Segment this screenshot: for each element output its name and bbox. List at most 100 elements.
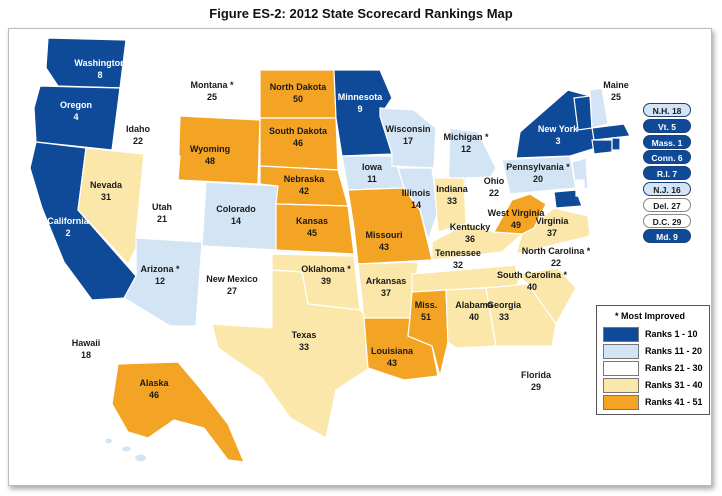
state-rank-oklahoma: 39 (321, 276, 331, 286)
state-rank-louisiana: 43 (387, 358, 397, 368)
state-new-hampshire (589, 87, 609, 129)
state-rank-washington: 8 (97, 70, 102, 80)
state-rank-colorado: 14 (231, 216, 241, 226)
legend-header: * Most Improved (615, 311, 686, 321)
state-rank-missouri: 43 (379, 242, 389, 252)
legend-label: Ranks 31 - 40 (645, 380, 703, 390)
legend-row: Ranks 11 - 20 (603, 344, 703, 359)
legend-label: Ranks 1 - 10 (645, 329, 698, 339)
badge-del-27: Del. 27 (643, 197, 691, 212)
state-rank-iowa: 11 (367, 174, 377, 184)
state-rank-north-dakota: 50 (293, 94, 303, 104)
state-montana (137, 39, 261, 119)
state-kansas (275, 203, 355, 255)
state-rank-wyoming: 48 (205, 156, 215, 166)
legend-row: Ranks 31 - 40 (603, 378, 703, 393)
state-label-florida: Florida (521, 370, 552, 380)
state-label-new-mexico: New Mexico (206, 274, 258, 284)
state-rank-kentucky: 36 (465, 234, 475, 244)
state-virginia (515, 207, 591, 255)
state-alaska (111, 361, 245, 463)
legend-swatch (603, 361, 639, 376)
legend-row: Ranks 21 - 30 (603, 361, 703, 376)
state-rank-tennessee: 32 (453, 260, 463, 270)
state-label-ohio: Ohio (484, 176, 505, 186)
legend: * Most Improved Ranks 1 - 10 Ranks 11 - 2… (596, 305, 710, 415)
state-label-south-carolina: South Carolina * (497, 270, 568, 280)
state-rank-nebraska: 42 (299, 186, 309, 196)
state-rank-ohio: 22 (489, 188, 499, 198)
state-label-missouri: Missouri (365, 230, 402, 240)
state-west-virginia (493, 193, 547, 235)
state-label-iowa: Iowa (362, 162, 383, 172)
us-map: Washington 8 Oregon 4 California 2 Idaho 22 Neva… (29, 37, 645, 463)
state-rank-minnesota: 9 (357, 104, 362, 114)
state-label-wyoming: Wyoming (190, 144, 230, 154)
state-label-hawaii: Hawaii (72, 338, 101, 348)
state-rank-kansas: 45 (307, 228, 317, 238)
state-connecticut (591, 139, 613, 155)
state-rank-utah: 21 (157, 214, 167, 224)
legend-swatch (603, 327, 639, 342)
state-label-indiana: Indiana (436, 184, 468, 194)
state-rank-illinois: 14 (411, 200, 421, 210)
legend-swatch (603, 344, 639, 359)
star-icon: * (615, 311, 619, 321)
state-label-colorado: Colorado (216, 204, 256, 214)
legend-label: Ranks 11 - 20 (645, 346, 703, 356)
badge-vt-5: Vt. 5 (643, 118, 691, 133)
legend-row: Ranks 1 - 10 (603, 327, 703, 342)
state-rank-pennsylvania: 20 (533, 174, 543, 184)
state-label-minnesota: Minnesota (338, 92, 383, 102)
legend-row: Ranks 41 - 51 (603, 395, 703, 410)
state-rank-georgia: 33 (499, 312, 509, 322)
state-rank-california: 2 (65, 228, 70, 238)
state-label-nevada: Nevada (90, 180, 123, 190)
state-rank-west-virginia: 49 (511, 220, 521, 230)
state-maryland (553, 189, 583, 209)
state-label-california: California (47, 216, 90, 226)
state-label-kansas: Kansas (296, 216, 328, 226)
state-rank-hawaii: 18 (81, 350, 91, 360)
state-label-oklahoma: Oklahoma * (301, 264, 351, 274)
state-nevada (77, 147, 145, 266)
state-rank-maine: 25 (611, 92, 621, 102)
state-rank-michigan: 12 (461, 144, 471, 154)
state-rank-arkansas: 37 (381, 288, 391, 298)
state-rank-idaho: 22 (133, 136, 143, 146)
state-label-texas: Texas (292, 330, 317, 340)
state-label-virginia: Virginia (536, 216, 570, 226)
state-label-idaho: Idaho (126, 124, 151, 134)
state-label-miss: Miss. (415, 300, 438, 310)
state-rank-nevada: 31 (101, 192, 111, 202)
state-rank-florida: 29 (531, 382, 541, 392)
state-label-alabama: Alabama (455, 300, 494, 310)
state-label-new-york: New York (538, 124, 579, 134)
state-label-west-virginia: West Virginia (488, 208, 546, 218)
badge-mass-1: Mass. 1 (643, 134, 691, 149)
state-label-kentucky: Kentucky (450, 222, 491, 232)
state-massachusetts (591, 123, 631, 141)
state-label-arizona: Arizona * (140, 264, 180, 274)
state-rank-wisconsin: 17 (403, 136, 413, 146)
state-label-montana: Montana * (190, 80, 233, 90)
state-label-washington: Washington (74, 58, 125, 68)
state-rank-new-york: 3 (555, 136, 560, 146)
state-label-nebraska: Nebraska (284, 174, 326, 184)
state-rank-alabama: 40 (469, 312, 479, 322)
state-rhode-island (611, 137, 621, 151)
state-rank-virginia: 37 (547, 228, 557, 238)
state-rank-texas: 33 (299, 342, 309, 352)
state-label-north-dakota: North Dakota (270, 82, 327, 92)
state-rank-indiana: 33 (447, 196, 457, 206)
state-label-maine: Maine (603, 80, 629, 90)
state-rank-alaska: 46 (149, 390, 159, 400)
state-label-arkansas: Arkansas (366, 276, 407, 286)
state-illinois (397, 167, 439, 243)
state-label-south-dakota: South Dakota (269, 126, 328, 136)
state-label-illinois: Illinois (402, 188, 431, 198)
badge-r-i-7: R.I. 7 (643, 166, 691, 181)
badge-n-j-16: N.J. 16 (643, 182, 691, 196)
state-rank-south-carolina: 40 (527, 282, 537, 292)
state-label-north-carolina: North Carolina * (522, 246, 591, 256)
